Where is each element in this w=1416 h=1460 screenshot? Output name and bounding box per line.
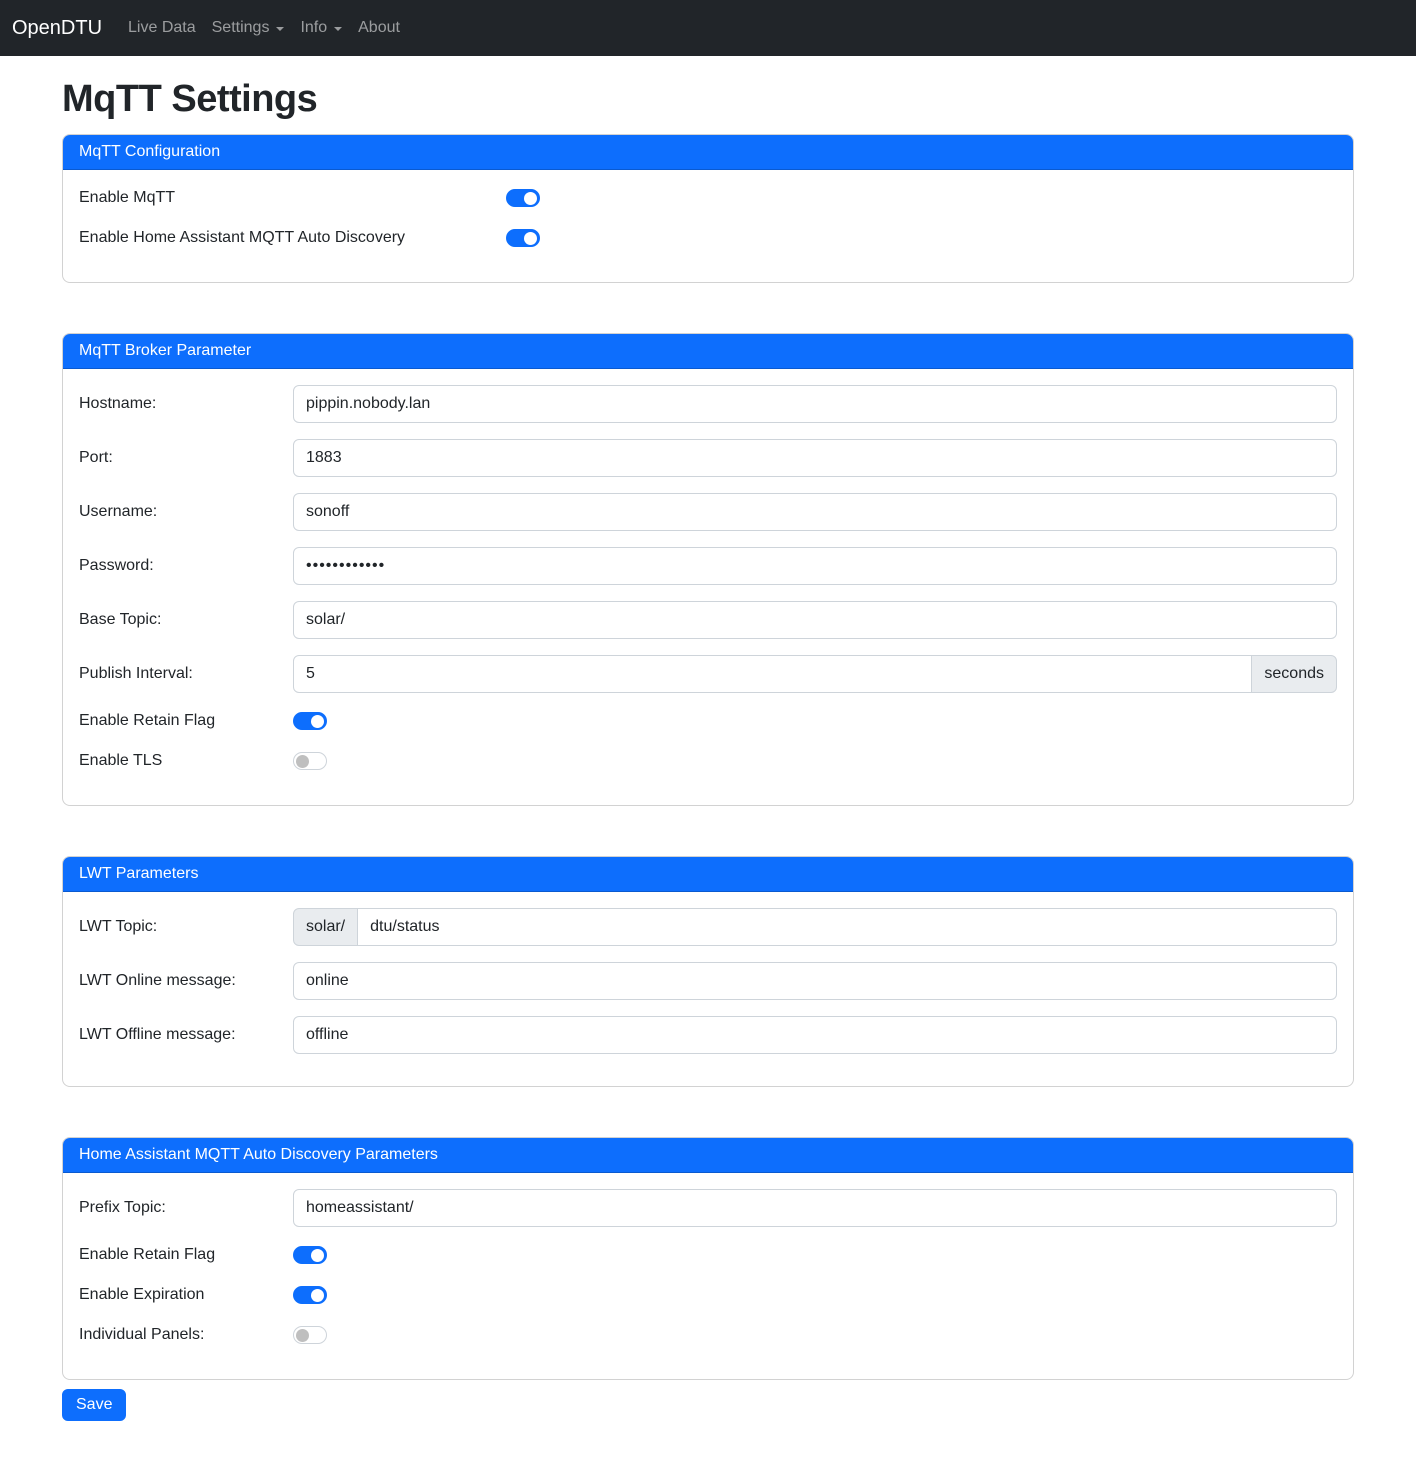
publish-interval-input[interactable] (293, 655, 1253, 693)
enable-expiration-row: Enable Expiration (79, 1283, 1337, 1307)
nav-item-info[interactable]: Info (292, 11, 350, 45)
lwt-online-label: LWT Online message: (79, 972, 236, 989)
port-label: Port: (79, 449, 113, 466)
port-input[interactable] (293, 439, 1337, 477)
mqtt-broker-card: MqTT Broker Parameter Hostname: Port: Us… (62, 333, 1354, 806)
mqtt-configuration-card-body: Enable MqTT Enable Home Assistant MQTT A… (63, 170, 1353, 282)
prefix-topic-input[interactable] (293, 1189, 1337, 1227)
page-title: MqTT Settings (62, 78, 318, 120)
mqtt-broker-card-header: MqTT Broker Parameter (63, 334, 1353, 369)
enable-expiration-toggle[interactable] (293, 1286, 327, 1304)
lwt-offline-label: LWT Offline message: (79, 1026, 236, 1043)
lwt-topic-input[interactable] (357, 908, 1337, 946)
username-row: Username: (79, 493, 1337, 531)
hass-discovery-card-header: Home Assistant MQTT Auto Discovery Param… (63, 1138, 1353, 1173)
enable-mqtt-label: Enable MqTT (79, 189, 176, 206)
lwt-parameters-card-body: LWT Topic: solar/ LWT Online message: LW… (63, 892, 1353, 1086)
publish-interval-label: Publish Interval: (79, 665, 193, 682)
nav-item-live-data-label: Live Data (128, 19, 196, 36)
hostname-label: Hostname: (79, 395, 157, 412)
username-label: Username: (79, 503, 158, 520)
password-input[interactable] (293, 547, 1337, 585)
username-input[interactable] (293, 493, 1337, 531)
password-row: Password: (79, 547, 1337, 585)
individual-panels-toggle[interactable] (293, 1326, 327, 1344)
chevron-down-icon (276, 27, 285, 31)
enable-mqtt-toggle[interactable] (506, 189, 540, 207)
individual-panels-label: Individual Panels: (79, 1326, 205, 1343)
password-label: Password: (79, 557, 154, 574)
broker-retain-label: Enable Retain Flag (79, 712, 216, 729)
enable-tls-row: Enable TLS (79, 749, 1337, 773)
mqtt-configuration-card-header: MqTT Configuration (63, 135, 1353, 170)
base-topic-input[interactable] (293, 601, 1337, 639)
enable-hass-discovery-label: Enable Home Assistant MQTT Auto Discover… (79, 229, 406, 246)
bottom-spacer (62, 1421, 1354, 1441)
individual-panels-row: Individual Panels: (79, 1323, 1337, 1347)
lwt-online-input[interactable] (293, 962, 1337, 1000)
lwt-offline-row: LWT Offline message: (79, 1016, 1337, 1054)
broker-retain-row: Enable Retain Flag (79, 709, 1337, 733)
hass-retain-toggle[interactable] (293, 1246, 327, 1264)
prefix-topic-label: Prefix Topic: (79, 1199, 166, 1216)
nav-item-settings-label: Settings (211, 19, 270, 36)
navbar-brand[interactable]: OpenDTU (12, 16, 103, 39)
enable-tls-toggle[interactable] (293, 752, 327, 770)
enable-mqtt-row: Enable MqTT (79, 186, 1337, 210)
nav-item-info-label: Info (300, 19, 328, 36)
enable-tls-label: Enable TLS (79, 752, 163, 769)
nav-item-live-data[interactable]: Live Data (120, 11, 204, 45)
mqtt-configuration-card: MqTT Configuration Enable MqTT Enable Ho… (62, 134, 1354, 283)
lwt-parameters-card-header: LWT Parameters (63, 857, 1353, 892)
publish-interval-row: Publish Interval: seconds (79, 655, 1337, 693)
hass-retain-label: Enable Retain Flag (79, 1246, 216, 1263)
lwt-online-row: LWT Online message: (79, 962, 1337, 1000)
mqtt-broker-card-body: Hostname: Port: Username: Password: (63, 369, 1353, 805)
nav-item-about-label: About (358, 19, 400, 36)
hass-discovery-card-body: Prefix Topic: Enable Retain Flag Enable … (63, 1173, 1353, 1379)
enable-hass-discovery-row: Enable Home Assistant MQTT Auto Discover… (79, 226, 1337, 250)
hostname-input[interactable] (293, 385, 1337, 423)
lwt-topic-row: LWT Topic: solar/ (79, 908, 1337, 946)
hostname-row: Hostname: (79, 385, 1337, 423)
navbar: OpenDTU Live Data Settings Info About (0, 0, 1416, 56)
nav-item-about[interactable]: About (350, 11, 408, 45)
nav-item-settings[interactable]: Settings (204, 11, 293, 45)
publish-interval-unit: seconds (1251, 655, 1337, 693)
enable-hass-discovery-toggle[interactable] (506, 229, 540, 247)
enable-expiration-label: Enable Expiration (79, 1286, 205, 1303)
chevron-down-icon (334, 27, 343, 31)
lwt-topic-label: LWT Topic: (79, 918, 158, 935)
lwt-topic-prefix: solar/ (293, 908, 359, 946)
hass-discovery-card: Home Assistant MQTT Auto Discovery Param… (62, 1137, 1354, 1380)
lwt-offline-input[interactable] (293, 1016, 1337, 1054)
base-topic-label: Base Topic: (79, 611, 162, 628)
main-content: MqTT Settings MqTT Configuration Enable … (62, 78, 1354, 1441)
base-topic-row: Base Topic: (79, 601, 1337, 639)
prefix-topic-row: Prefix Topic: (79, 1189, 1337, 1227)
port-row: Port: (79, 439, 1337, 477)
broker-retain-toggle[interactable] (293, 712, 327, 730)
hass-retain-row: Enable Retain Flag (79, 1243, 1337, 1267)
save-button[interactable]: Save (62, 1389, 127, 1421)
lwt-parameters-card: LWT Parameters LWT Topic: solar/ LWT Onl… (62, 856, 1354, 1087)
